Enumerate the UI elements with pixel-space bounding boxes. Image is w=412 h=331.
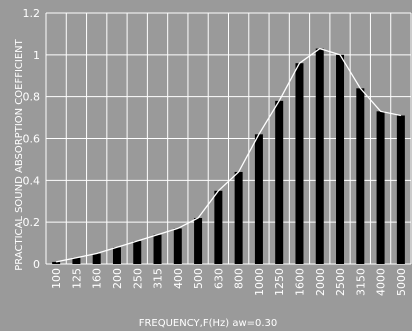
x-tick-label: 800 [233, 268, 246, 289]
x-tick-label: 400 [172, 268, 185, 289]
x-tick-label: 2000 [314, 268, 327, 296]
x-tick-label: 4000 [375, 268, 388, 296]
x-tick-label: 1600 [293, 268, 306, 296]
bar [72, 257, 81, 264]
bar [194, 217, 203, 264]
y-tick-label: 0.2 [23, 216, 41, 229]
x-tick-label: 250 [131, 268, 144, 289]
bar [315, 48, 324, 264]
bar [295, 63, 304, 265]
x-tick-label: 125 [70, 268, 83, 289]
bar [275, 100, 284, 264]
bar [234, 171, 243, 264]
y-tick-labels: 0 0.2 0.4 0.6 0.8 1 1.2 [23, 7, 41, 271]
y-tick-label: 0.8 [23, 91, 41, 104]
bars [52, 48, 405, 265]
y-tick-label: 1 [33, 49, 40, 62]
bar [336, 54, 345, 265]
x-tick-label: 315 [152, 268, 165, 289]
y-tick-label: 0 [33, 258, 40, 271]
y-axis-title: PRACTICAL SOUND ABSORPTION COEFFICIENT [14, 38, 25, 270]
bar [92, 253, 101, 264]
bar [112, 247, 121, 264]
y-tick-label: 0.4 [23, 174, 41, 187]
bar [396, 115, 405, 264]
x-tick-label: 1250 [273, 268, 286, 296]
x-tick-label: 160 [91, 268, 104, 289]
bar [173, 228, 182, 264]
grid-lines [45, 12, 412, 265]
y-tick-label: 1.2 [23, 7, 41, 20]
x-tick-label: 500 [192, 268, 205, 289]
bar [254, 134, 263, 264]
x-tick-label: 3150 [354, 268, 367, 296]
bar [52, 261, 61, 264]
x-tick-label: 200 [111, 268, 124, 289]
x-tick-labels: 100 125 160 200 250 315 400 500 630 800 1000 1250 16… [50, 268, 408, 296]
bar [133, 240, 142, 264]
bar [153, 234, 162, 264]
x-tick-label: 100 [50, 268, 63, 289]
bar [356, 88, 365, 264]
x-tick-label: 1000 [253, 268, 266, 296]
x-tick-label: 2500 [334, 268, 347, 296]
x-axis-title: FREQUENCY,F(Hz) aw=0.30 [139, 318, 278, 329]
bar [376, 111, 385, 264]
bar [214, 190, 223, 264]
trend-line [55, 47, 402, 263]
x-tick-label: 630 [212, 268, 225, 289]
y-tick-label: 0.6 [23, 133, 41, 146]
x-tick-label: 5000 [395, 268, 408, 296]
